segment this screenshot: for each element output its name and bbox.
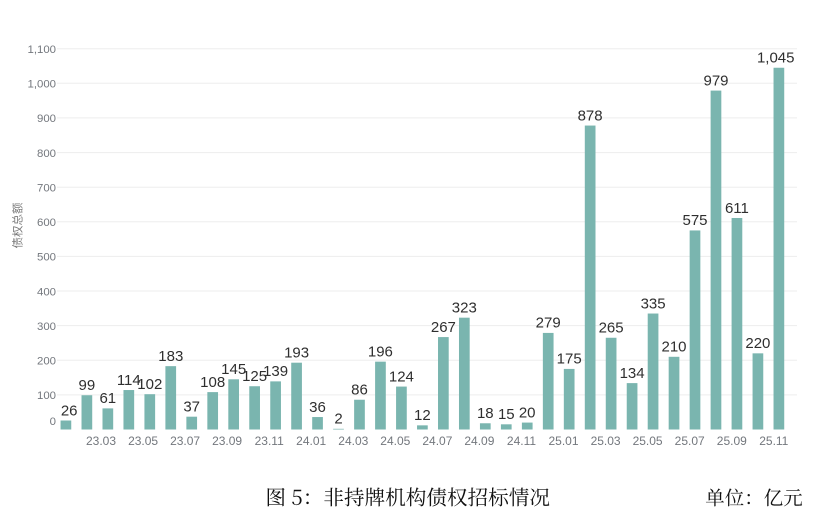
svg-text:323: 323: [452, 300, 477, 317]
svg-text:878: 878: [578, 107, 603, 124]
svg-text:99: 99: [79, 377, 96, 394]
svg-text:575: 575: [682, 212, 707, 229]
svg-text:200: 200: [37, 356, 56, 368]
svg-text:335: 335: [641, 295, 666, 312]
svg-text:1,000: 1,000: [27, 79, 56, 91]
svg-text:25.07: 25.07: [675, 434, 705, 448]
svg-text:24.05: 24.05: [380, 434, 410, 448]
svg-text:24.07: 24.07: [422, 434, 452, 448]
svg-text:37: 37: [183, 399, 200, 416]
svg-text:20: 20: [519, 404, 536, 421]
svg-text:23.05: 23.05: [128, 434, 158, 448]
svg-text:12: 12: [414, 407, 431, 424]
svg-text:611: 611: [725, 200, 749, 217]
svg-text:25.11: 25.11: [759, 434, 788, 448]
svg-text:24.11: 24.11: [507, 434, 536, 448]
svg-text:24.01: 24.01: [296, 434, 326, 448]
svg-text:145: 145: [221, 361, 246, 378]
svg-text:220: 220: [745, 335, 770, 352]
svg-text:1,100: 1,100: [27, 44, 56, 56]
svg-text:125: 125: [242, 368, 267, 385]
svg-text:500: 500: [37, 252, 56, 264]
svg-text:2: 2: [334, 411, 342, 428]
svg-text:800: 800: [37, 148, 56, 160]
svg-text:279: 279: [536, 315, 561, 332]
svg-text:700: 700: [37, 183, 56, 195]
svg-text:210: 210: [661, 339, 686, 356]
svg-text:267: 267: [431, 319, 456, 336]
svg-text:100: 100: [37, 390, 56, 402]
svg-text:25.03: 25.03: [591, 434, 621, 448]
svg-text:265: 265: [599, 320, 624, 337]
svg-text:25.05: 25.05: [633, 434, 663, 448]
svg-text:134: 134: [620, 365, 645, 382]
svg-text:15: 15: [498, 406, 515, 423]
svg-text:183: 183: [158, 348, 183, 365]
svg-text:23.09: 23.09: [212, 434, 242, 448]
svg-text:193: 193: [284, 345, 309, 362]
svg-text:600: 600: [37, 217, 56, 229]
svg-text:114: 114: [117, 372, 141, 389]
svg-text:61: 61: [99, 390, 116, 407]
svg-text:900: 900: [37, 113, 56, 125]
svg-text:23.11: 23.11: [255, 434, 284, 448]
svg-text:300: 300: [37, 321, 56, 333]
svg-text:36: 36: [309, 399, 326, 416]
svg-text:86: 86: [351, 382, 368, 399]
svg-text:1,045: 1,045: [757, 50, 795, 67]
svg-text:108: 108: [200, 374, 225, 391]
svg-text:24.09: 24.09: [464, 434, 494, 448]
svg-text:102: 102: [137, 376, 162, 393]
svg-text:25.09: 25.09: [717, 434, 747, 448]
svg-text:18: 18: [477, 405, 494, 422]
svg-text:139: 139: [263, 363, 288, 380]
svg-text:400: 400: [37, 286, 56, 298]
svg-text:0: 0: [50, 416, 56, 428]
svg-text:196: 196: [368, 343, 393, 360]
svg-text:979: 979: [703, 72, 728, 89]
svg-text:24.03: 24.03: [338, 434, 368, 448]
svg-text:25.01: 25.01: [548, 434, 578, 448]
svg-text:23.07: 23.07: [170, 434, 200, 448]
svg-text:26: 26: [61, 402, 78, 419]
svg-text:175: 175: [557, 351, 582, 368]
svg-text:23.03: 23.03: [86, 434, 116, 448]
svg-text:124: 124: [389, 368, 414, 385]
